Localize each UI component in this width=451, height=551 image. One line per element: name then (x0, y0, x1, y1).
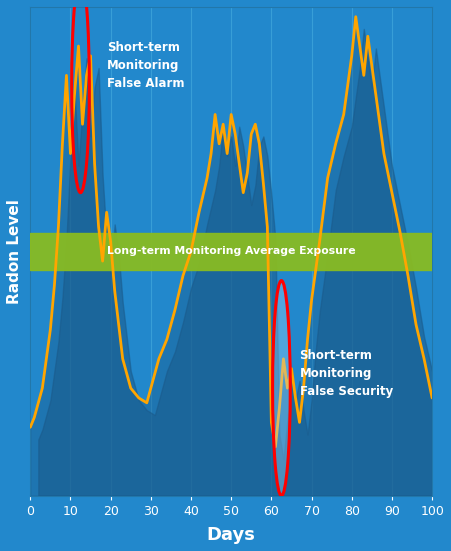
Y-axis label: Radon Level: Radon Level (7, 199, 22, 304)
Bar (30, 233, 432, 270)
X-axis label: Days: Days (207, 526, 256, 544)
Text: Long-term Monitoring Average Exposure: Long-term Monitoring Average Exposure (107, 246, 355, 256)
Circle shape (272, 280, 290, 496)
Text: Short-term
Monitoring
False Alarm: Short-term Monitoring False Alarm (106, 41, 184, 90)
Text: Short-term
Monitoring
False Security: Short-term Monitoring False Security (299, 349, 393, 398)
